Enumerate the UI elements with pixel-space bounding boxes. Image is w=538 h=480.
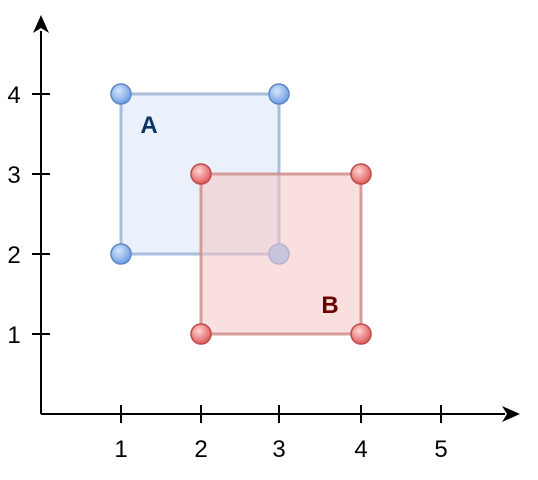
x-tick-label: 5 <box>434 436 447 463</box>
rectangle-a-vertex <box>268 83 290 105</box>
rectangle-a-vertex <box>110 243 132 265</box>
x-tick-label: 3 <box>272 436 285 463</box>
x-tick-label: 4 <box>354 436 367 463</box>
y-tick-label: 2 <box>7 242 20 269</box>
x-axis-arrowhead <box>502 406 520 422</box>
rectangle-b-vertex <box>350 163 372 185</box>
rectangle-b-vertex <box>190 323 212 345</box>
y-tick-label: 4 <box>7 82 20 109</box>
rectangle-b-label: B <box>321 292 338 319</box>
y-tick-label: 1 <box>7 322 20 349</box>
rectangle-b-vertex <box>350 323 372 345</box>
x-tick-label: 1 <box>114 436 127 463</box>
x-tick-label: 2 <box>194 436 207 463</box>
x-tick-group: 1 2 3 4 5 <box>114 405 448 463</box>
y-axis-arrowhead <box>33 15 49 33</box>
rectangle-a-vertex <box>110 83 132 105</box>
rectangle-b-vertex <box>190 163 212 185</box>
y-tick-group: 1 2 3 4 <box>7 82 50 349</box>
rectangle-a-label: A <box>140 112 157 139</box>
rectangle-a-vertex <box>268 243 290 265</box>
y-tick-label: 3 <box>7 162 20 189</box>
